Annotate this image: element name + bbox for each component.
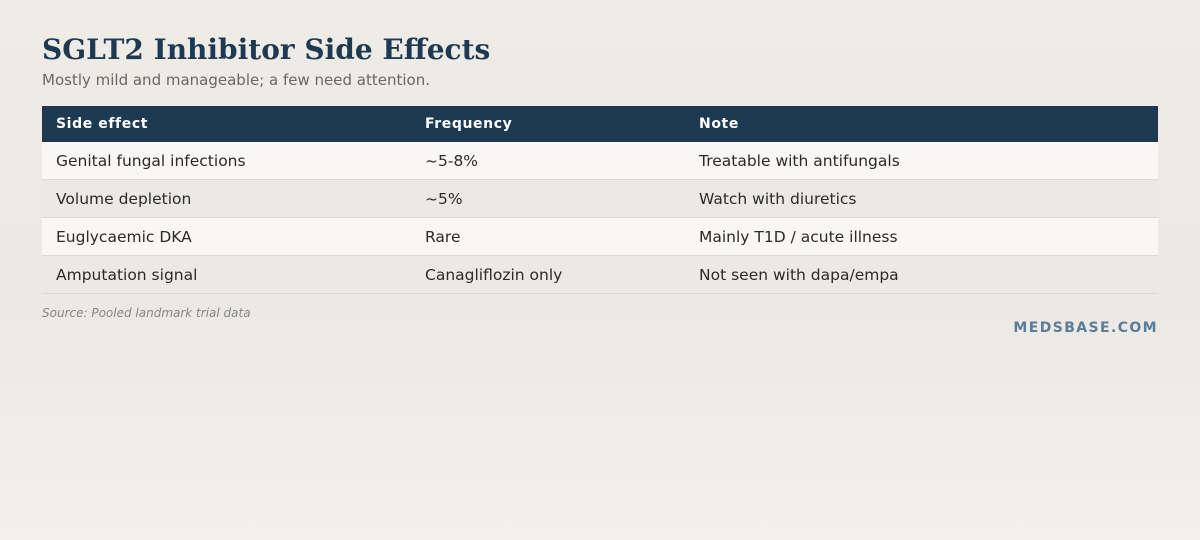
table-row: Euglycaemic DKA Rare Mainly T1D / acute … (42, 217, 1158, 256)
table-header-row: Side effect Frequency Note (42, 106, 1158, 142)
cell-side-effect: Volume depletion (42, 179, 411, 218)
cell-note: Mainly T1D / acute illness (685, 217, 1158, 256)
cell-frequency: Rare (411, 217, 685, 256)
table-row: Volume depletion ~5% Watch with diuretic… (42, 179, 1158, 218)
table-row: Amputation signal Canagliflozin only Not… (42, 255, 1158, 294)
cell-note: Treatable with antifungals (685, 142, 1158, 180)
content-area: SGLT2 Inhibitor Side Effects Mostly mild… (42, 30, 1158, 336)
table-row: Genital fungal infections ~5-8% Treatabl… (42, 142, 1158, 180)
cell-side-effect: Genital fungal infections (42, 142, 411, 180)
brand-link[interactable]: MEDSBASE.COM (1013, 320, 1158, 336)
page-title: SGLT2 Inhibitor Side Effects (42, 33, 491, 66)
column-header-side-effect: Side effect (56, 116, 149, 132)
cell-frequency: Canagliflozin only (411, 255, 685, 294)
cell-side-effect: Euglycaemic DKA (42, 217, 411, 256)
cell-side-effect: Amputation signal (42, 255, 411, 294)
column-header-note: Note (699, 116, 739, 132)
source-note: Source: Pooled landmark trial data (42, 306, 251, 320)
cell-frequency: ~5-8% (411, 142, 685, 180)
side-effects-table: Side effect Frequency Note Genital funga… (42, 106, 1158, 294)
column-header-frequency: Frequency (425, 116, 513, 132)
page-subtitle: Mostly mild and manageable; a few need a… (42, 71, 430, 89)
cell-note: Not seen with dapa/empa (685, 255, 1158, 294)
cell-note: Watch with diuretics (685, 179, 1158, 218)
cell-frequency: ~5% (411, 179, 685, 218)
